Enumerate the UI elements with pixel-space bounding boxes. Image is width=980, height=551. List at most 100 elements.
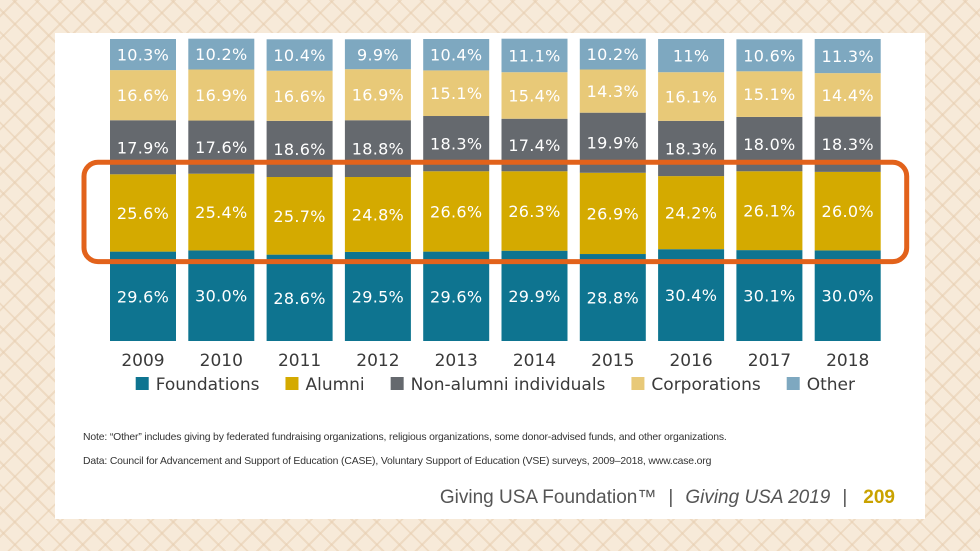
- bar-segment-corporations-2016: [658, 72, 725, 121]
- data-label: 18.6%: [273, 140, 325, 159]
- footer-publication: Giving USA 2019: [685, 487, 831, 508]
- bar-segment-corporations-2017: [736, 71, 803, 117]
- data-label: 28.8%: [587, 289, 639, 308]
- data-label: 26.3%: [508, 202, 560, 221]
- legend-swatch: [135, 377, 149, 390]
- bar-segment-non-alumni-individuals-2009: [110, 120, 176, 175]
- bar-segment-corporations-2013: [423, 70, 490, 117]
- bar-segment-other-2016: [658, 39, 725, 73]
- data-label: 15.1%: [430, 84, 482, 103]
- bar-segment-non-alumni-individuals-2011: [266, 120, 333, 178]
- page-number: 209: [863, 487, 895, 508]
- bar-segment-other-2011: [266, 39, 333, 71]
- data-label: 11%: [673, 47, 709, 66]
- bar-segment-corporations-2010: [188, 69, 255, 121]
- data-label: 30.0%: [195, 287, 247, 306]
- bar-segment-foundations-2010: [188, 250, 255, 341]
- data-label: 29.6%: [117, 287, 169, 306]
- bar-segment-foundations-2011: [266, 254, 333, 341]
- data-label: 29.6%: [430, 287, 482, 306]
- data-label: 26.1%: [743, 202, 795, 221]
- data-label: 16.1%: [665, 88, 717, 107]
- bar-segment-alumni-2010: [188, 173, 255, 251]
- x-tick-label: 2015: [591, 351, 634, 371]
- data-label: 10.3%: [117, 46, 169, 65]
- legend-swatch: [786, 377, 800, 390]
- data-label: 17.6%: [195, 138, 247, 157]
- bar-segment-corporations-2009: [110, 70, 176, 121]
- legend-swatch: [285, 377, 299, 390]
- data-label: 10.4%: [430, 46, 482, 65]
- legend-label: Corporations: [651, 375, 760, 395]
- bar-segment-foundations-2015: [579, 254, 646, 341]
- data-label: 17.9%: [117, 138, 169, 157]
- bar-segment-alumni-2016: [658, 176, 725, 250]
- highlight-box: [81, 159, 910, 265]
- report-page: 29.6% 25.6% 17.9% 16.6% 10.3% 2009 30.0% 25.4% 1…: [55, 33, 925, 519]
- bar-segment-alumni-2014: [501, 171, 568, 251]
- data-label: 16.9%: [195, 86, 247, 105]
- data-label: 26.0%: [822, 202, 874, 221]
- data-label: 25.7%: [273, 207, 325, 226]
- data-label: 18.8%: [352, 140, 404, 159]
- bar-segment-foundations-2018: [814, 250, 881, 341]
- x-tick-label: 2011: [278, 351, 321, 371]
- stacked-bar-chart: 29.6% 25.6% 17.9% 16.6% 10.3% 2009 30.0% 25.4% 1…: [81, 38, 910, 395]
- data-label: 16.9%: [352, 86, 404, 105]
- data-label: 17.4%: [508, 136, 560, 155]
- bar-segment-foundations-2013: [423, 251, 490, 341]
- bar-segment-other-2012: [344, 39, 411, 70]
- bar-segment-alumni-2015: [579, 172, 646, 255]
- bar-segment-alumni-2018: [814, 171, 881, 251]
- bar-segment-foundations-2014: [501, 250, 568, 341]
- legend-label: Foundations: [156, 375, 260, 395]
- bar-segment-corporations-2015: [579, 69, 646, 113]
- data-label: 18.0%: [743, 135, 795, 154]
- bar-segment-foundations-2016: [658, 249, 725, 341]
- bar-segment-other-2010: [188, 38, 255, 70]
- bar-segment-corporations-2018: [814, 73, 881, 117]
- data-label: 18.3%: [430, 135, 482, 154]
- x-tick-label: 2014: [513, 351, 556, 371]
- data-label: 10.2%: [587, 45, 639, 64]
- data-label: 10.4%: [273, 46, 325, 65]
- bar-segment-foundations-2017: [736, 250, 803, 341]
- data-label: 9.9%: [357, 45, 399, 64]
- bar-segment-other-2015: [579, 38, 646, 70]
- data-label: 26.9%: [587, 204, 639, 223]
- footer-separator: |: [668, 487, 674, 508]
- bar-segment-foundations-2009: [110, 251, 176, 341]
- data-label: 24.2%: [665, 204, 717, 223]
- data-label: 15.1%: [743, 85, 795, 104]
- data-label: 24.8%: [352, 205, 404, 224]
- bar-segment-alumni-2012: [344, 177, 411, 252]
- data-label: 26.6%: [430, 202, 482, 221]
- bar-segment-non-alumni-individuals-2012: [344, 120, 411, 178]
- x-tick-label: 2012: [356, 351, 399, 371]
- legend-label: Alumni: [305, 375, 364, 395]
- bar-segment-non-alumni-individuals-2016: [658, 120, 725, 177]
- data-label: 30.0%: [822, 287, 874, 306]
- data-label: 30.1%: [743, 287, 795, 306]
- data-label: 14.3%: [587, 82, 639, 101]
- data-label: 14.4%: [822, 86, 874, 105]
- data-label: 25.6%: [117, 204, 169, 223]
- x-tick-label: 2018: [826, 351, 869, 371]
- bar-segment-corporations-2011: [266, 70, 333, 121]
- bar-segment-alumni-2009: [110, 174, 176, 252]
- footer-separator-2: |: [842, 487, 848, 508]
- data-label: 30.4%: [665, 286, 717, 305]
- legend-label: Other: [807, 375, 855, 395]
- bar-segment-alumni-2013: [423, 171, 490, 252]
- footer-org: Giving USA Foundation™: [439, 487, 657, 508]
- data-label: 19.9%: [587, 134, 639, 153]
- data-label: 16.6%: [273, 87, 325, 106]
- bar-segment-other-2018: [814, 39, 881, 74]
- data-label: 29.5%: [352, 287, 404, 306]
- bar-segment-other-2009: [110, 39, 176, 71]
- x-tick-label: 2016: [669, 351, 712, 371]
- page-footer: Giving USA Foundation™ | Giving USA 2019 | 2…: [440, 487, 895, 509]
- x-tick-label: 2017: [748, 351, 791, 371]
- data-label: 29.9%: [508, 287, 560, 306]
- bar-segment-other-2013: [423, 39, 490, 71]
